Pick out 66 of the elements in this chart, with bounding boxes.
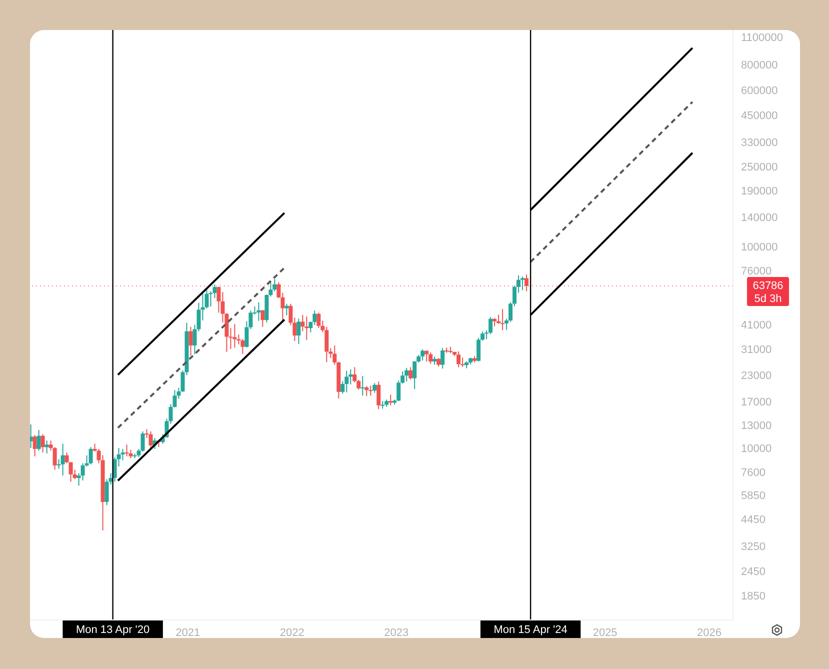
y-tick-label: 23000 [741, 370, 772, 382]
y-tick-label: 600000 [741, 84, 778, 97]
y-tick-label: 140000 [741, 212, 778, 224]
candlestick [316, 312, 321, 329]
y-tick-label: 17000 [741, 396, 772, 409]
candlestick [440, 347, 445, 370]
candlestick [32, 434, 37, 457]
candlestick [388, 394, 393, 406]
candlestick [188, 326, 193, 356]
y-tick-label: 2450 [741, 566, 766, 578]
candlestick [36, 429, 41, 452]
candlestick [148, 430, 153, 450]
x-tick-label: 2023 [384, 626, 409, 639]
candlestick [420, 348, 425, 361]
candlestick [284, 303, 289, 316]
y-tick-label: 10000 [741, 442, 772, 455]
y-tick-label: 450000 [741, 110, 778, 122]
y-tick-label: 7600 [741, 466, 766, 479]
y-tick-label: 76000 [741, 266, 772, 278]
text: 5d 3h [754, 292, 782, 305]
candlestick [364, 386, 369, 397]
candlestick [424, 350, 429, 362]
candlestick [376, 380, 381, 410]
ref-line-label: 63786 [752, 280, 784, 292]
y-tick-label: 31000 [741, 344, 772, 356]
candlestick [500, 308, 505, 331]
ref-line-label: Mon 15 Apr '24 [494, 624, 568, 636]
y-tick-label: 4450 [741, 514, 766, 526]
candlestick [304, 316, 309, 340]
y-tick-label: 330000 [741, 137, 778, 150]
candlestick [232, 323, 237, 348]
ref-line-label: Mon 13 Apr '20 [76, 624, 150, 636]
candlestick [296, 318, 301, 344]
x-tick-label: 2022 [280, 626, 304, 639]
candlestick [524, 274, 529, 292]
y-tick-label: 1100000 [741, 32, 784, 44]
y-tick-label: 800000 [741, 60, 778, 72]
x-tick-label: 2025 [592, 626, 618, 639]
candlestick [88, 446, 93, 465]
x-tick-label: 2021 [176, 626, 200, 639]
candlestick [488, 316, 493, 335]
candlestick [344, 370, 349, 393]
candlestick [404, 367, 409, 382]
candlestick [124, 444, 129, 457]
y-tick-label: 190000 [741, 185, 778, 198]
y-tick-label: 41000 [741, 320, 772, 332]
candlestick [256, 302, 261, 322]
candlestick [44, 440, 49, 454]
candlestick [368, 385, 373, 396]
candlestick [428, 352, 433, 364]
x-tick-label: 2026 [697, 626, 722, 639]
candlestick [360, 375, 365, 396]
y-tick-label: 5850 [741, 490, 766, 502]
candlestick [40, 434, 45, 454]
candlestick [60, 443, 65, 476]
candlestick [372, 382, 377, 394]
y-tick-label: 1850 [741, 590, 766, 603]
y-tick-label: 250000 [741, 161, 778, 174]
candlestick [408, 366, 413, 380]
y-tick-label: 3250 [741, 541, 766, 554]
candlestick [520, 276, 525, 291]
y-tick-label: 13000 [741, 420, 772, 432]
y-tick-label: 100000 [741, 242, 778, 254]
candlestick [260, 310, 265, 328]
candlestick [456, 350, 461, 368]
candlestick [240, 338, 245, 354]
